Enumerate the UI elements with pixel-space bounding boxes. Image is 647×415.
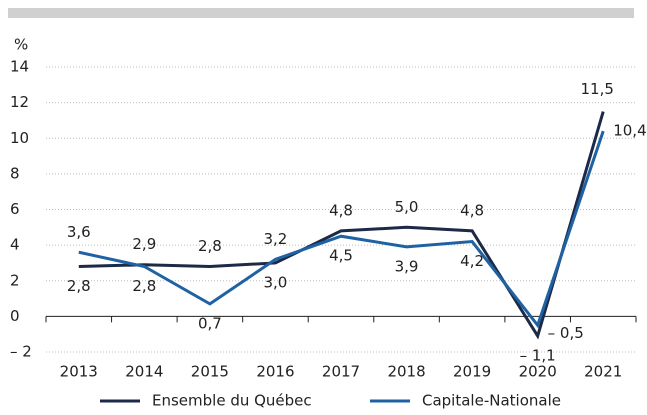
y-tick-label: – 2	[10, 343, 32, 361]
value-label: 3,2	[264, 230, 288, 248]
value-label: 4,8	[329, 201, 353, 219]
line-series	[78, 111, 605, 340]
x-tick-label: 2018	[387, 363, 425, 381]
y-tick-label: 12	[10, 93, 29, 111]
value-label: 2,8	[198, 237, 222, 255]
value-label: 4,2	[460, 252, 484, 270]
line-series	[78, 130, 605, 329]
y-tick-label: 10	[10, 129, 29, 147]
x-tick-label: 2020	[519, 363, 557, 381]
x-tick-label: 2016	[256, 363, 294, 381]
value-label: – 1,1	[520, 346, 556, 364]
header-bar	[8, 8, 634, 18]
x-tick-label: 2017	[322, 363, 360, 381]
value-label: 2,8	[132, 277, 156, 295]
x-tick-label: 2021	[584, 363, 622, 381]
value-label: 3,6	[67, 223, 91, 241]
y-tick-label: 6	[10, 200, 20, 218]
value-label: 5,0	[395, 198, 419, 216]
y-tick-label: 2	[10, 271, 20, 289]
value-label: 0,7	[198, 314, 222, 332]
value-label: 3,0	[264, 273, 288, 291]
y-axis-label: %	[14, 36, 28, 54]
value-label: 4,8	[460, 201, 484, 219]
legend-label: Ensemble du Québec	[152, 392, 312, 410]
value-label: 11,5	[581, 80, 614, 98]
legend-label: Capitale-Nationale	[422, 392, 561, 410]
y-tick-label: 14	[10, 58, 29, 76]
value-label: 3,9	[395, 257, 419, 275]
y-tick-label: 4	[10, 236, 20, 254]
value-label: 4,5	[329, 247, 353, 265]
x-tick-label: 2019	[453, 363, 491, 381]
value-label: 2,8	[67, 277, 91, 295]
x-tick-label: 2014	[125, 363, 163, 381]
y-tick-label: 8	[10, 164, 20, 182]
x-tick-label: 2013	[60, 363, 98, 381]
value-label: – 0,5	[548, 324, 584, 342]
value-label: 10,4	[613, 122, 646, 140]
value-label: 2,9	[132, 235, 156, 253]
y-tick-label: 0	[10, 307, 20, 325]
x-tick-label: 2015	[191, 363, 229, 381]
